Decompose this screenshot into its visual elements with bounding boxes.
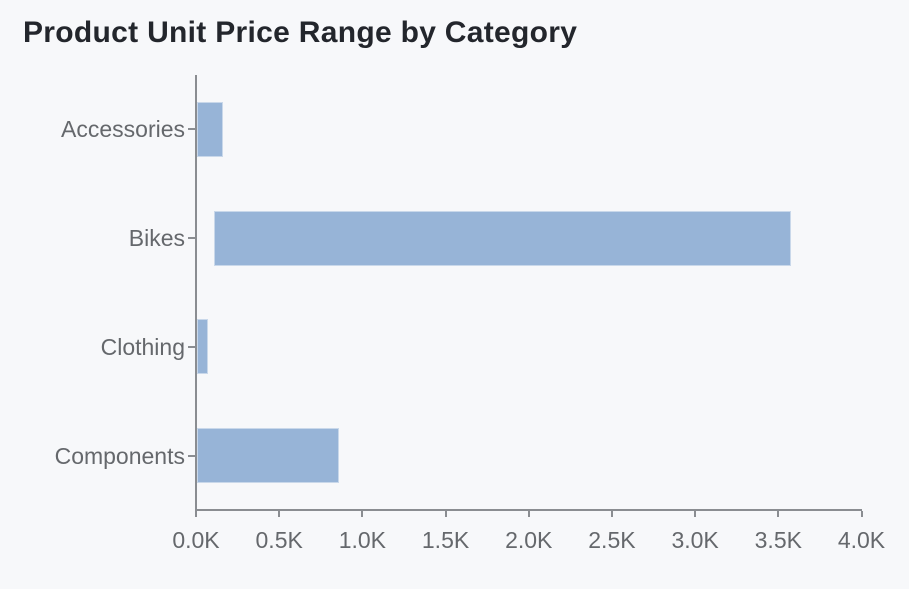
x-axis-tick (361, 511, 364, 517)
x-axis-tick-label: 4.0K (837, 527, 886, 553)
x-axis-tick (527, 511, 530, 517)
x-axis-tick (860, 511, 863, 517)
y-axis-label-clothing: Clothing (100, 333, 185, 360)
x-axis-tick-label: 0.0K (172, 527, 220, 553)
bar-components[interactable] (197, 428, 339, 484)
chart-title: Product Unit Price Range by Category (23, 16, 578, 49)
x-axis-tick (777, 511, 780, 517)
y-axis-tick (188, 237, 196, 240)
x-axis-tick-label: 0.5K (255, 527, 303, 553)
y-axis-label-accessories: Accessories (61, 116, 185, 143)
bar-accessories[interactable] (196, 101, 223, 157)
y-axis-label-bikes: Bikes (128, 225, 185, 252)
y-axis-tick (188, 128, 196, 131)
y-axis-tick (188, 345, 196, 348)
x-axis-tick-label: 3.5K (754, 527, 802, 553)
bar-bikes[interactable] (214, 210, 792, 266)
x-axis-tick (694, 511, 697, 517)
x-axis-tick-label: 2.5K (588, 527, 636, 553)
x-axis-tick-label: 2.0K (505, 527, 553, 553)
y-axis-tick (188, 454, 196, 457)
x-axis-tick (195, 511, 197, 517)
x-axis-tick (610, 511, 613, 517)
x-axis-tick (278, 511, 281, 517)
x-axis-tick (444, 511, 447, 517)
x-axis-tick-label: 1.0K (338, 527, 387, 553)
x-axis-line (195, 509, 862, 511)
y-axis-line (195, 75, 197, 511)
y-axis-label-components: Components (54, 442, 185, 469)
bar-clothing[interactable] (197, 319, 209, 375)
x-axis-tick-label: 3.0K (671, 527, 719, 553)
x-axis-tick-label: 1.5K (421, 527, 470, 553)
